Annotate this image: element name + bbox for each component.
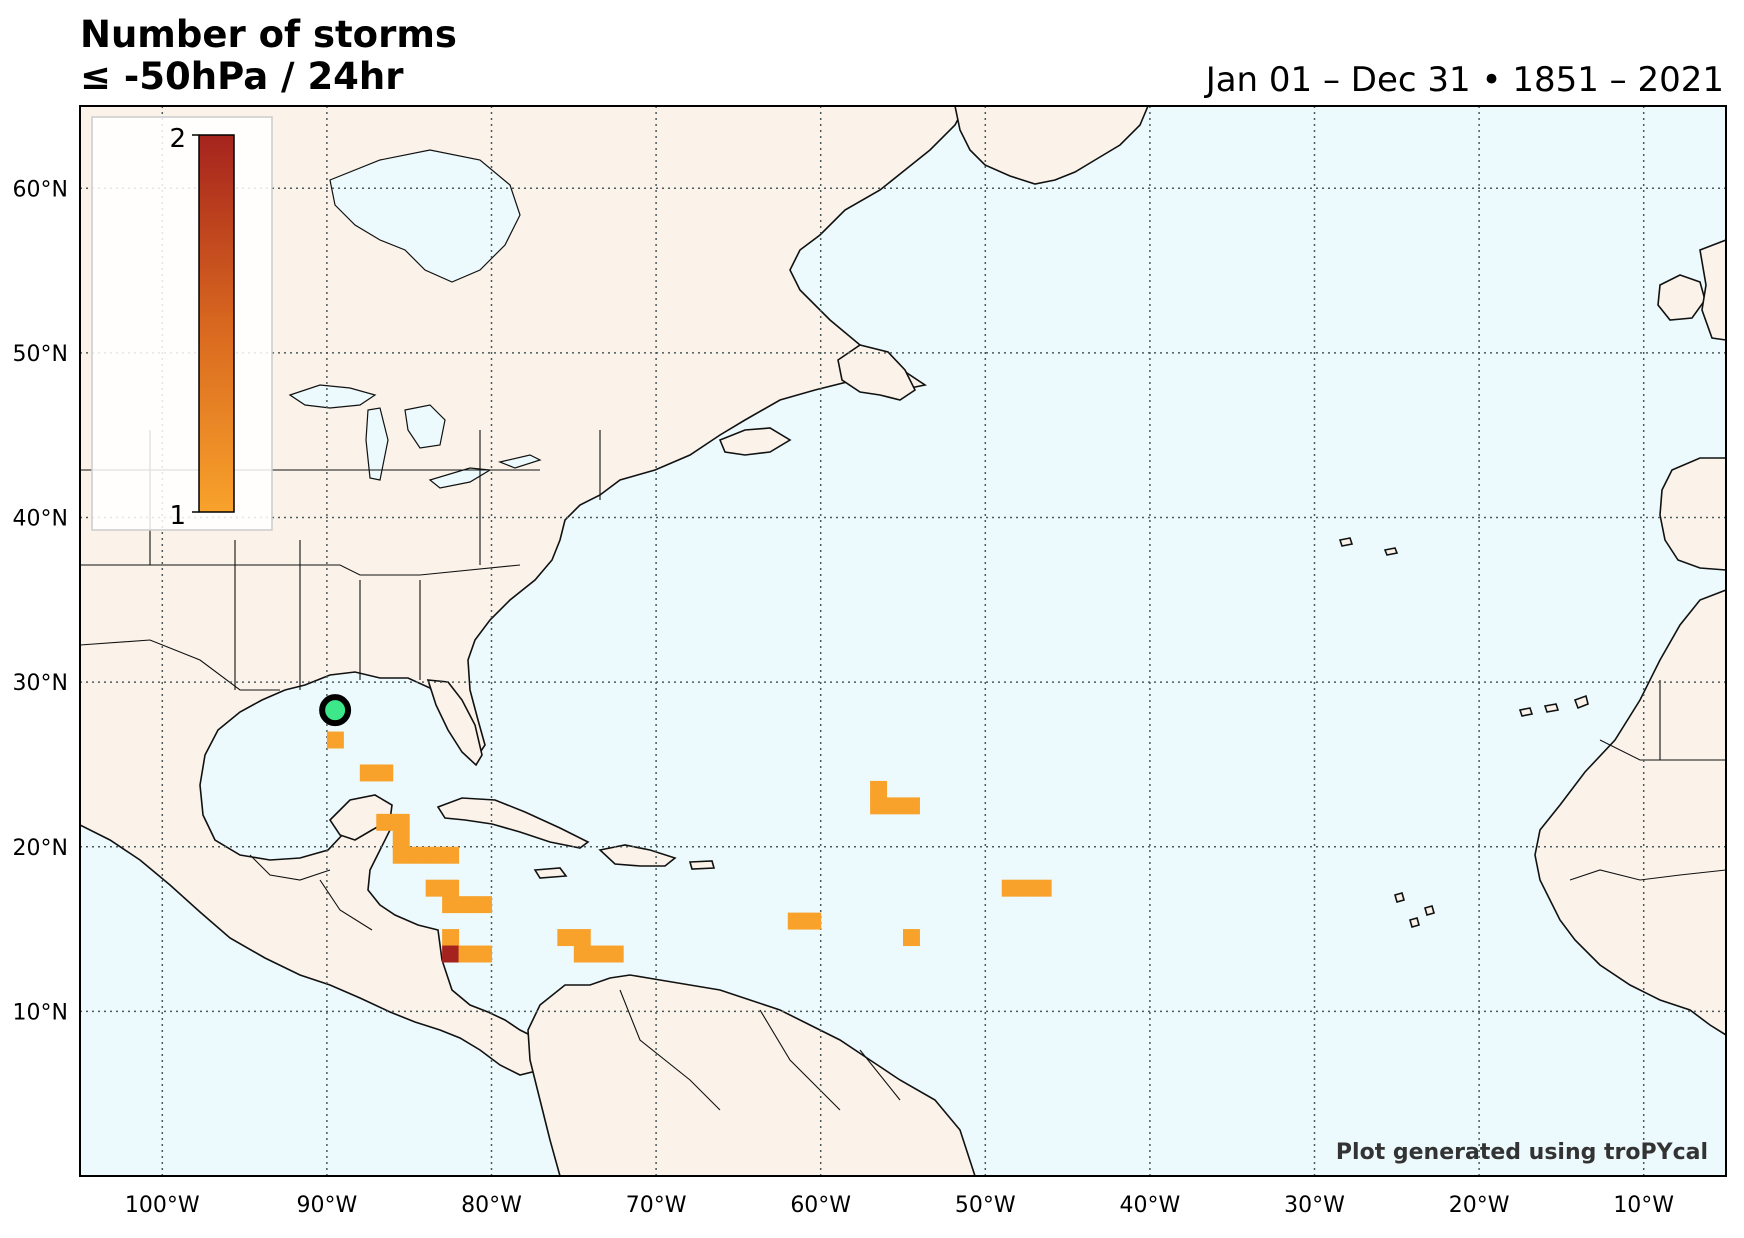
storm-count-cell: [573, 929, 591, 947]
colorbar-panel: [91, 116, 273, 531]
storm-count-cell: [1018, 879, 1036, 897]
storm-count-cell: [392, 846, 410, 864]
storm-count-cell: [886, 797, 904, 815]
lakes: [288, 149, 542, 489]
date-range: Jan 01 – Dec 31 • 1851 – 2021: [1205, 60, 1724, 100]
lake-superior: [288, 384, 377, 409]
storm-count-cell: [787, 912, 805, 930]
lake-huron: [404, 404, 446, 449]
storm-count-cell: [425, 879, 443, 897]
puerto-rico: [688, 860, 716, 870]
lon-tick-label: 20°W: [1449, 1193, 1510, 1218]
storm-count-cell: [326, 731, 344, 749]
south-america-landmass: [527, 974, 976, 1176]
storm-count-cell: [442, 945, 460, 963]
lon-tick-label: 70°W: [626, 1193, 687, 1218]
storm-count-cell: [903, 929, 920, 947]
storm-count-cell: [903, 797, 920, 815]
nova-scotia: [718, 427, 792, 456]
lat-tick-label: 10°N: [13, 1000, 68, 1025]
storm-count-cell: [442, 929, 460, 947]
ireland: [1657, 274, 1706, 321]
great-britain: [1699, 239, 1726, 341]
latitude-tick-labels: 10°N 20°N 30°N 40°N 50°N 60°N: [13, 177, 68, 1025]
storm-count-cell: [409, 846, 427, 864]
colorbar-min-label: 1: [169, 501, 186, 531]
colorbar-gradient: [198, 134, 235, 513]
storm-count-cell: [458, 896, 476, 914]
hudson-bay: [329, 149, 521, 283]
iberian-peninsula: [1659, 457, 1726, 571]
storm-count-cell: [1034, 879, 1052, 897]
storm-count-cell: [557, 929, 575, 947]
canary-islands: [1518, 694, 1589, 717]
storm-count-cell: [376, 813, 394, 831]
lon-tick-label: 30°W: [1284, 1193, 1345, 1218]
lon-tick-label: 10°W: [1613, 1193, 1674, 1218]
lake-ontario: [498, 454, 542, 469]
map-frame: [79, 105, 1727, 1177]
colorbar-max-label: 2: [169, 124, 186, 154]
storm-count-cell: [376, 764, 394, 782]
lon-tick-label: 80°W: [461, 1193, 522, 1218]
storm-count-cell: [1001, 879, 1019, 897]
jamaica: [533, 867, 568, 879]
storm-count-cell: [870, 797, 888, 815]
storm-count-cell: [590, 945, 608, 963]
storm-count-cell: [870, 780, 888, 798]
storm-count-cell: [475, 945, 492, 963]
longitude-tick-labels: 100°W 90°W 80°W 70°W 60°W 50°W 40°W 30°W 20°W 10°…: [125, 1193, 1674, 1218]
greenland: [954, 106, 1149, 185]
africa-landmass: [1534, 589, 1726, 1036]
map-gridlines: [80, 106, 1726, 1176]
azores-islands: [1338, 537, 1399, 556]
storm-count-cell: [606, 945, 624, 963]
lon-tick-label: 40°W: [1120, 1193, 1181, 1218]
florida-peninsula: [426, 679, 483, 767]
map-title: Number of storms ≤ -50hPa / 24hr: [80, 14, 457, 98]
storm-count-cell: [458, 945, 476, 963]
storm-count-cell: [475, 896, 492, 914]
storm-count-cell: [804, 912, 822, 930]
lat-tick-label: 30°N: [13, 671, 68, 696]
storm-count-cell: [392, 830, 410, 848]
storm-count-cell: [442, 896, 460, 914]
lake-michigan: [365, 407, 389, 481]
lon-tick-label: 60°W: [790, 1193, 851, 1218]
colorbar-legend: 2 1: [91, 116, 273, 531]
storm-count-cell: [573, 945, 591, 963]
credit-text: Plot generated using troPYcal: [1336, 1140, 1708, 1165]
storm-count-cell: [425, 846, 443, 864]
storm-count-cell: [359, 764, 377, 782]
lat-tick-label: 20°N: [13, 836, 68, 861]
title-line-1: Number of storms: [80, 13, 457, 56]
lon-tick-label: 90°W: [297, 1193, 358, 1218]
lon-tick-label: 100°W: [125, 1193, 200, 1218]
hispaniola: [598, 844, 677, 867]
cape-verde-islands: [1394, 892, 1435, 928]
newfoundland: [837, 344, 917, 401]
lat-tick-label: 60°N: [13, 177, 68, 202]
title-line-2: ≤ -50hPa / 24hr: [80, 55, 404, 98]
storm-count-cell: [392, 813, 410, 831]
cuba: [436, 797, 590, 849]
lon-tick-label: 50°W: [955, 1193, 1016, 1218]
lat-tick-label: 50°N: [13, 342, 68, 367]
storm-location-marker: [319, 694, 352, 727]
storm-count-cell: [442, 879, 460, 897]
storm-count-cells: [326, 731, 1052, 963]
lat-tick-label: 40°N: [13, 507, 68, 532]
landmasses: [80, 106, 1726, 1176]
storm-count-cell: [442, 846, 460, 864]
